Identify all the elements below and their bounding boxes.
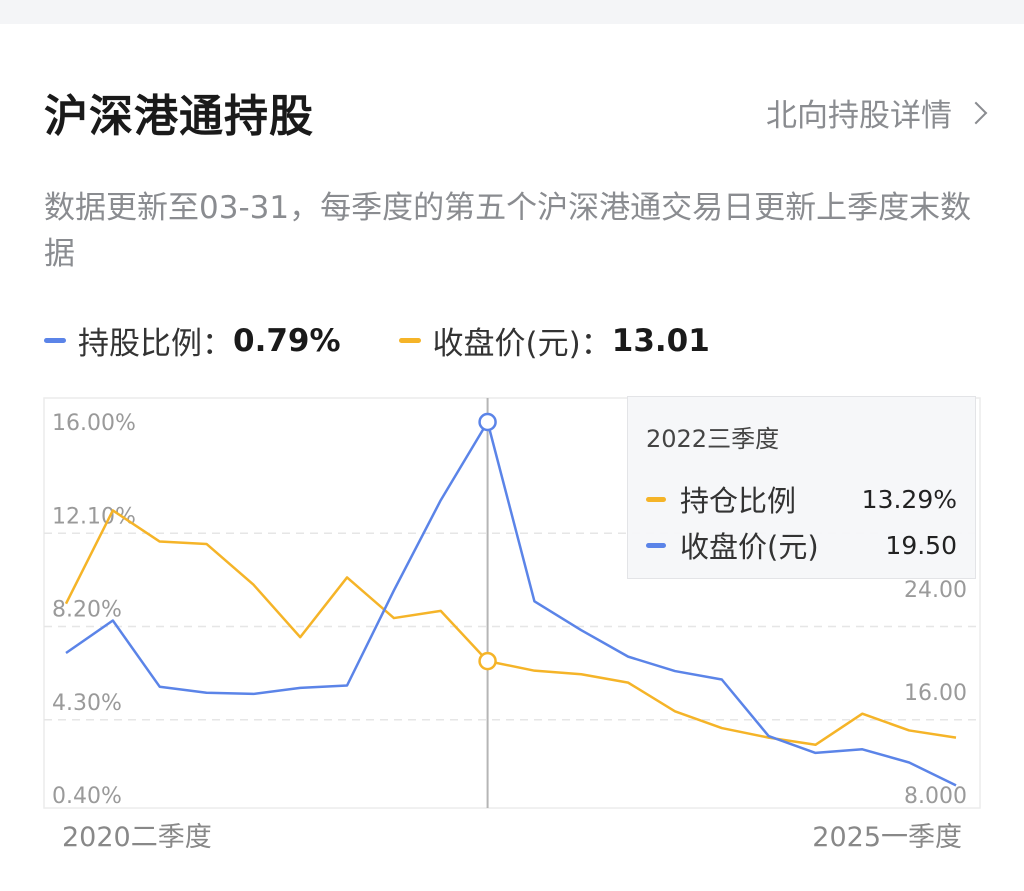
legend-swatch-blue — [44, 338, 66, 343]
left-axis-tick: 0.40% — [52, 784, 122, 809]
tooltip-label: 持仓比例 — [680, 484, 797, 518]
legend-label: 收盘价(元)： — [432, 326, 612, 362]
top-strip — [0, 0, 1024, 24]
right-axis-tick: 8.000 — [904, 784, 967, 809]
update-description: 数据更新至03-31，每季度的第五个沪深港通交易日更新上季度末数据 — [44, 190, 972, 272]
series-line-1[interactable] — [65, 420, 957, 787]
tooltip-swatch-orange — [646, 496, 666, 502]
x-axis-start-label: 2020二季度 — [62, 822, 212, 853]
tooltip-row-holding: 持仓比例 13.29% — [646, 476, 957, 522]
tooltip-label: 收盘价(元) — [680, 530, 819, 564]
legend-swatch-orange — [398, 338, 421, 343]
legend-item-holding-ratio[interactable]: 持股比例： 0.79% — [44, 318, 341, 363]
detail-link-label: 北向持股详情 — [766, 98, 952, 134]
legend-value: 13.01 — [611, 322, 710, 359]
tooltip-title: 2022三季度 — [646, 425, 780, 453]
chart-legend: 持股比例： 0.79% 收盘价(元)： 13.01 — [44, 318, 768, 363]
series-line-0[interactable] — [64, 509, 957, 747]
tooltip-value: 13.29% — [861, 484, 957, 514]
left-axis-tick: 8.20% — [52, 598, 122, 623]
plot-frame — [43, 397, 981, 809]
left-axis-tick: 16.00% — [52, 411, 136, 436]
tooltip-swatch-blue — [646, 542, 666, 548]
line-chart[interactable]: 16.00%12.10%8.20%4.30%0.40% 24.0016.008.… — [0, 380, 1024, 860]
page-title: 沪深港通持股 — [44, 91, 314, 142]
chevron-right-icon — [964, 101, 988, 124]
highlight-point-0 — [478, 651, 497, 671]
legend-item-close-price[interactable]: 收盘价(元)： 13.01 — [398, 318, 710, 363]
highlight-point-1 — [478, 412, 497, 432]
northbound-detail-link[interactable]: 北向持股详情 — [766, 90, 988, 135]
chart-area[interactable]: 16.00% 12.10% 8.20% 4.30% 0.40% 24.00 16.00 8.… — [0, 380, 1024, 860]
right-axis-tick: 16.00 — [904, 681, 967, 706]
right-axis-tick: 24.00 — [904, 578, 967, 603]
left-axis-tick: 4.30% — [52, 691, 122, 716]
legend-value: 0.79% — [233, 322, 341, 359]
x-axis-end-label: 2025一季度 — [812, 822, 962, 853]
chart-tooltip: 2022三季度 持仓比例 13.29% 收盘价(元) 19.50 — [627, 396, 976, 579]
legend-label: 持股比例： — [78, 326, 233, 362]
tooltip-value: 19.50 — [885, 530, 957, 560]
tooltip-row-price: 收盘价(元) 19.50 — [646, 522, 957, 568]
